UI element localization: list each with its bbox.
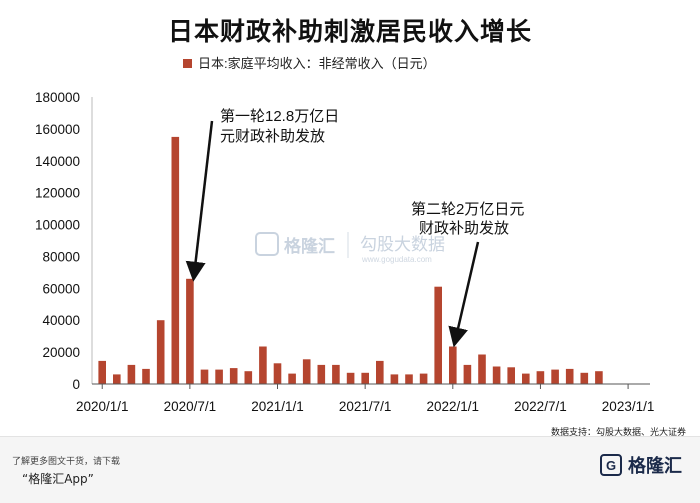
- bar: [229, 368, 238, 384]
- chart-title: 日本财政补助刺激居民收入增长: [167, 17, 532, 46]
- bar: [127, 364, 136, 384]
- source-note: 数据支持：勾股大数据、光大证券: [550, 428, 686, 438]
- bar: [288, 373, 296, 384]
- bar: [200, 369, 209, 384]
- y-axis: 0 20000 40000 60000 80000 100000 120000 140000 1…: [35, 90, 93, 392]
- y-tick-label: 140000: [35, 154, 80, 169]
- y-tick-label: 100000: [35, 218, 80, 233]
- footer-app-name: “格隆汇App”: [22, 472, 94, 486]
- annotation-text: 第一轮12.8万亿日: [220, 107, 339, 125]
- footer-download-note: 了解更多图文干货，请下载: [12, 457, 121, 467]
- bar: [595, 371, 603, 384]
- legend-swatch: [183, 59, 192, 68]
- bar: [156, 320, 165, 384]
- bar: [113, 374, 121, 384]
- bar: [142, 368, 150, 384]
- y-tick-label: 80000: [42, 249, 80, 264]
- bar: [376, 360, 384, 384]
- bar: [273, 363, 282, 384]
- x-tick-label: 2021/1/1: [251, 399, 304, 414]
- bar: [317, 364, 326, 384]
- annotation-text: 元财政补助发放: [220, 128, 325, 145]
- annotation-text: 第二轮2万亿日元: [411, 200, 524, 218]
- y-tick-label: 40000: [42, 313, 80, 328]
- bar: [346, 372, 355, 384]
- brand-logo: G 格隆汇: [600, 452, 682, 478]
- bar: [478, 354, 486, 384]
- footer: 了解更多图文干货，请下载 “格隆汇App” G 格隆汇: [0, 436, 700, 503]
- watermark-partner: 勾股大数据: [360, 235, 445, 254]
- bar: [171, 136, 180, 384]
- bar: [361, 372, 369, 384]
- legend: 日本:家庭平均收入：非经常收入（日元）: [183, 56, 436, 71]
- x-tick-label: 2021/7/1: [339, 399, 392, 414]
- logo-text: 格隆汇: [628, 456, 682, 477]
- watermark-url: www.gogudata.com: [361, 255, 432, 264]
- annotation-arrow: [448, 241, 480, 348]
- x-tick-label: 2022/1/1: [427, 399, 480, 414]
- y-tick-label: 180000: [35, 90, 80, 105]
- bar: [332, 364, 340, 384]
- bar: [215, 369, 223, 384]
- watermark-logo-icon: [255, 232, 279, 256]
- bar: [244, 371, 253, 384]
- annotation-arrow: [185, 120, 214, 282]
- x-tick-label: 2022/7/1: [514, 399, 567, 414]
- bar: [536, 371, 545, 384]
- bar: [565, 368, 574, 384]
- bar: [492, 366, 501, 384]
- y-tick-label: 20000: [42, 345, 80, 360]
- bar: [580, 372, 589, 384]
- bar-series: [98, 136, 603, 384]
- annotation-text: 财政补助发放: [419, 220, 509, 237]
- chart-panel: 格隆汇 勾股大数据 www.gogudata.com 0 20000 40000 6000…: [35, 56, 655, 414]
- y-tick-label: 0: [72, 377, 80, 392]
- x-tick-label: 2023/1/1: [602, 399, 655, 414]
- x-tick-label: 2020/1/1: [76, 399, 129, 414]
- bar: [507, 367, 515, 384]
- y-tick-label: 60000: [42, 281, 80, 296]
- bar: [551, 369, 559, 384]
- bar: [390, 374, 399, 384]
- bar: [522, 373, 530, 384]
- bar: [259, 346, 267, 384]
- bar: [463, 364, 472, 384]
- bar: [186, 278, 194, 384]
- logo-mark-icon: G: [600, 454, 622, 476]
- bar: [419, 373, 428, 384]
- bar: [405, 374, 413, 384]
- bar: [98, 360, 106, 384]
- legend-label: 日本:家庭平均收入：非经常收入（日元）: [198, 56, 436, 71]
- x-axis: 2020/1/1 2020/7/1 2021/1/1 2021/7/1 2022/1/1…: [76, 383, 655, 414]
- y-tick-label: 160000: [35, 122, 80, 137]
- bar: [302, 359, 311, 384]
- x-tick-label: 2020/7/1: [164, 399, 217, 414]
- bar: [434, 286, 442, 384]
- bar: [449, 346, 457, 384]
- y-tick-label: 120000: [35, 186, 80, 201]
- watermark-brand: 格隆汇: [284, 236, 335, 256]
